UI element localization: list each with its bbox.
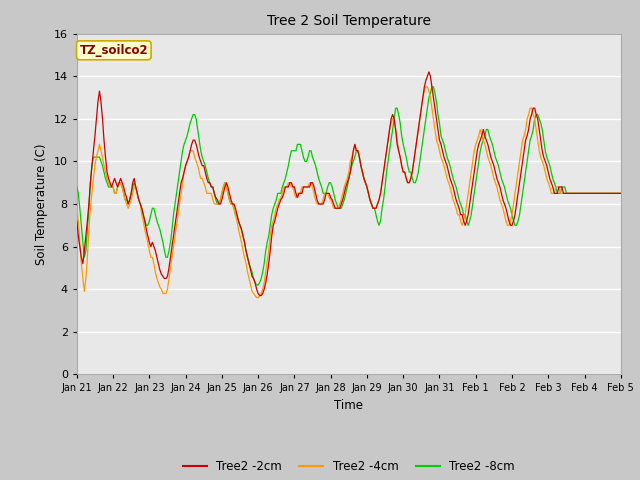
Text: TZ_soilco2: TZ_soilco2	[79, 44, 148, 57]
Title: Tree 2 Soil Temperature: Tree 2 Soil Temperature	[267, 14, 431, 28]
Legend: Tree2 -2cm, Tree2 -4cm, Tree2 -8cm: Tree2 -2cm, Tree2 -4cm, Tree2 -8cm	[178, 455, 520, 478]
X-axis label: Time: Time	[334, 399, 364, 412]
Y-axis label: Soil Temperature (C): Soil Temperature (C)	[35, 143, 48, 265]
